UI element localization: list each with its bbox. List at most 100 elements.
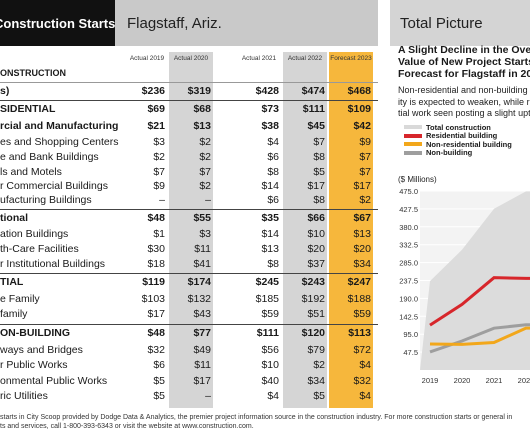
row-label: ric Utilities <box>0 390 48 402</box>
row-value: $42 <box>353 120 371 132</box>
x-tick-label: 2019 <box>422 376 439 385</box>
row-value: $7 <box>313 136 325 148</box>
table-row: es and Shopping Centers $3 $2 $4 $7 $9 <box>0 134 378 151</box>
row-label: ON-BUILDING <box>0 327 70 339</box>
row-label: tional <box>0 212 28 224</box>
table-row: r Public Works $6 $11 $10 $2 $4 <box>0 357 378 374</box>
row-value: $4 <box>359 390 371 402</box>
row-value: $68 <box>193 103 211 115</box>
table-title: Construction Starts <box>0 0 115 46</box>
row-value: $34 <box>307 375 325 387</box>
legend-item: Non-building <box>398 148 512 157</box>
row-value: $59 <box>261 308 279 320</box>
table-row: rcial and Manufacturing $21 $13 $38 $45 $42 <box>0 118 378 135</box>
row-value: $38 <box>261 120 279 132</box>
chart-description: Non-residential and non-building ity is … <box>398 85 530 118</box>
y-units-label: ($ Millions) <box>398 175 437 184</box>
y-tick-label: 237.5 <box>399 277 418 286</box>
table-row: ways and Bridges $32 $49 $56 $79 $72 <box>0 342 378 359</box>
y-tick-label: 285.0 <box>399 259 418 268</box>
table-row: e Family $103 $132 $185 $192 $188 <box>0 291 378 308</box>
row-label: rcial and Manufacturing <box>0 120 119 132</box>
row-value: $66 <box>307 212 325 224</box>
row-value: $474 <box>301 85 325 97</box>
row-label: ation Buildings <box>0 228 69 240</box>
row-value: $34 <box>353 258 371 270</box>
row-label: onmental Public Works <box>0 375 108 387</box>
row-label: r Institutional Buildings <box>0 258 106 270</box>
residential-line <box>429 276 530 327</box>
column-header: Actual 2022 <box>287 55 323 62</box>
row-value: $40 <box>261 375 279 387</box>
row-value: $17 <box>147 308 165 320</box>
row-label: e Family <box>0 293 40 305</box>
table-row: th-Care Facilities $30 $11 $13 $20 $20 <box>0 241 378 258</box>
row-value: $236 <box>141 85 165 97</box>
table-row: e and Bank Buildings $2 $2 $6 $8 $7 <box>0 149 378 166</box>
y-tick-label: 190.0 <box>399 294 418 303</box>
trend-chart: 475.0 427.5 380.0 332.5 285.0 237.5 190.0 142.5… <box>399 187 530 385</box>
y-tick-label: 95.0 <box>403 330 418 339</box>
table-row: r Institutional Buildings $18 $41 $8 $37 $34 <box>0 256 378 273</box>
chart-legend: Total construction Residential building No… <box>398 123 512 157</box>
row-value: $2 <box>199 151 211 163</box>
location-label: Flagstaff, Ariz. <box>115 0 378 46</box>
row-label: r Public Works <box>0 359 68 371</box>
row-value: $17 <box>353 180 371 192</box>
row-value: $2 <box>359 194 371 206</box>
row-value: $111 <box>302 103 325 115</box>
row-value: $3 <box>199 228 211 240</box>
row-value: $2 <box>199 136 211 148</box>
band-2020 <box>169 52 213 408</box>
row-value: $5 <box>313 166 325 178</box>
table-row: ls and Motels $7 $7 $8 $5 $7 <box>0 164 378 181</box>
starts-table-panel: Construction Starts Flagstaff, Ariz. Act… <box>0 0 378 408</box>
row-value: $13 <box>193 120 211 132</box>
band-2023-forecast <box>329 52 373 408</box>
row-value: – <box>159 194 165 206</box>
row-value: $43 <box>193 308 211 320</box>
row-value: $37 <box>307 258 325 270</box>
column-header: Forecast 2023 <box>330 55 372 62</box>
row-value: $188 <box>347 293 371 305</box>
nonresidential-line <box>429 326 530 346</box>
legend-item: Total construction <box>398 123 512 132</box>
row-label: r Commercial Buildings <box>0 180 108 192</box>
row-value: $132 <box>187 293 211 305</box>
row-value: $7 <box>359 151 371 163</box>
row-value: $174 <box>187 276 211 288</box>
band-2022 <box>283 52 327 408</box>
row-value: $7 <box>153 166 165 178</box>
y-tick-label: 427.5 <box>399 205 418 214</box>
row-value: $17 <box>307 180 325 192</box>
legend-item: Non-residential building <box>398 140 512 149</box>
row-value: $35 <box>261 212 279 224</box>
row-value: $45 <box>307 120 325 132</box>
row-value: $48 <box>147 327 165 339</box>
row-value: $192 <box>301 293 325 305</box>
row-value: $20 <box>307 243 325 255</box>
row-value: $4 <box>267 390 279 402</box>
row-label: e and Bank Buildings <box>0 151 99 163</box>
row-label: ufacturing Buildings <box>0 194 92 206</box>
table-row: family $17 $43 $59 $51 $59 <box>0 306 378 323</box>
legend-label: Total construction <box>426 122 491 132</box>
row-value: – <box>205 194 211 206</box>
row-value: $72 <box>353 344 371 356</box>
row-value: $18 <box>147 258 165 270</box>
row-value: $2 <box>313 359 325 371</box>
row-value: $9 <box>153 180 165 192</box>
row-value: $67 <box>353 212 371 224</box>
y-tick-label: 475.0 <box>399 187 418 196</box>
row-value: $6 <box>153 359 165 371</box>
row-label: SIDENTIAL <box>0 103 56 115</box>
row-value: $11 <box>194 243 211 255</box>
row-value: $8 <box>267 258 279 270</box>
y-tick-label: 380.0 <box>399 223 418 232</box>
row-value: $3 <box>153 136 165 148</box>
row-value: $245 <box>255 276 279 288</box>
row-value: $11 <box>194 359 211 371</box>
column-header: Actual 2020 <box>173 55 209 62</box>
legend-swatch <box>404 150 422 155</box>
row-value: $8 <box>313 194 325 206</box>
